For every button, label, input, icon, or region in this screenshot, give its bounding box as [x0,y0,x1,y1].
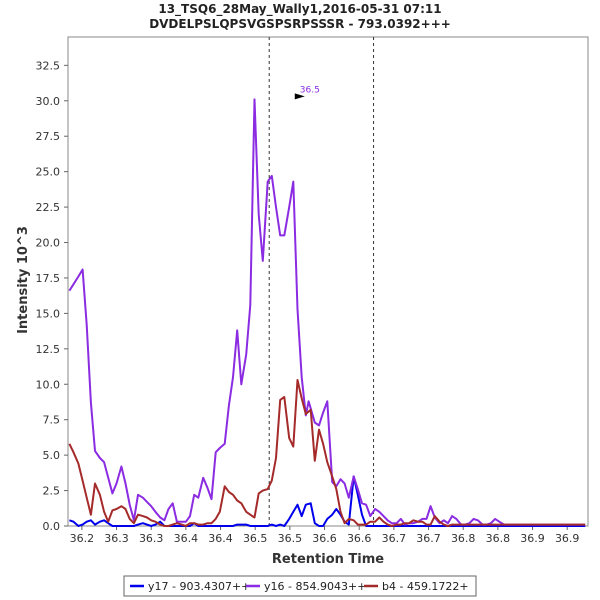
y-tick-label: 5.0 [43,449,61,462]
x-tick-label: 36.3 [104,532,129,545]
peak-annotation-label: 36.5 [300,85,320,95]
y-tick-label: 20.0 [36,237,61,250]
legend-label: y17 - 903.4307++ [148,580,250,593]
y-tick-label: 30.0 [36,95,61,108]
y-tick-label: 25.0 [36,166,61,179]
series-group [68,98,586,527]
legend-box [123,575,477,597]
y-tick-label: 7.5 [43,414,61,427]
plot-frame [67,36,589,527]
x-tick-label: 36.9 [520,532,545,545]
peak-marker-icon [294,93,305,100]
x-tick-label: 36.5 [243,532,268,545]
x-tick-label: 36.7 [382,532,407,545]
x-tick-label: 36.7 [416,532,441,545]
y-tick-label: 22.5 [36,201,61,214]
y-tick-label: 32.5 [36,59,61,72]
chart-subtitle: DVDELPSLQPSVGSPSRPSSSR - 793.0392+++ [149,17,451,31]
x-tick-label: 36.3 [139,532,164,545]
series-line-0 [69,475,586,527]
plot-area [67,36,589,527]
x-tick-label: 36.4 [208,532,233,545]
y-tick-label: 17.5 [36,272,61,285]
series-line-2 [68,379,586,527]
x-tick-label: 36.9 [555,532,580,545]
x-tick-label: 36.6 [347,532,372,545]
y-axis: 0.0 2.5 5.0 7.5 10.0 12.5 15.0 17.5 20.0 22.5 25.0… [36,59,68,533]
y-tick-label: 2.5 [43,485,61,498]
x-tick-label: 36.2 [70,532,95,545]
x-axis-label: Retention Time [272,552,384,567]
y-tick-label: 27.5 [36,130,61,143]
legend-label: b4 - 459.1722+ [382,580,469,593]
y-tick-label: 12.5 [36,343,61,356]
legend: y17 - 903.4307++ y16 - 854.9043++ b4 - 459… [123,575,477,597]
legend-label: y16 - 854.9043++ [264,580,366,593]
y-tick-label: 0.0 [43,520,61,533]
y-tick-label: 10.0 [36,378,61,391]
x-tick-label: 36.6 [312,532,337,545]
x-tick-label: 36.8 [451,532,476,545]
peak-annotation: 36.5 [294,85,320,100]
x-tick-label: 36.8 [486,532,511,545]
x-tick-label: 36.4 [174,532,199,545]
series-line-1 [68,98,586,526]
chart-title: 13_TSQ6_28May_Wally1,2016-05-31 07:11 [158,2,441,17]
x-axis: 36.2 36.3 36.3 36.4 36.4 36.5 36.5 36.6 36.6 36.7… [70,526,580,545]
y-tick-label: 15.0 [36,307,61,320]
x-tick-label: 36.5 [278,532,303,545]
y-axis-label: Intensity 10^3 [16,226,31,334]
